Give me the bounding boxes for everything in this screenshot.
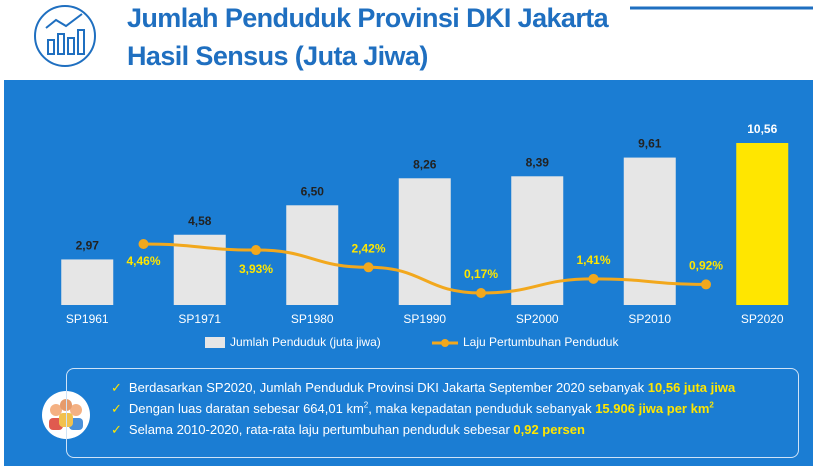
line (143, 242, 707, 295)
bar-label: 9,61 (638, 137, 662, 151)
check-icon: ✓ (111, 380, 122, 395)
line-label: 4,46% (126, 254, 160, 268)
icon (34, 5, 96, 67)
line-label: 2,42% (351, 241, 385, 255)
chart-subtitle: Hasil Sensus (Juta Jiwa) (127, 41, 428, 71)
x-tick-label: SP1980 (291, 312, 334, 326)
notes-box: ✓ Berdasarkan SP2020, Jumlah Penduduk Pro… (66, 368, 799, 458)
line-label: 3,93% (239, 262, 273, 276)
chart-title: Jumlah Penduduk Provinsi DKI Jakarta (127, 3, 610, 33)
note-highlight: 0,92 persen (513, 422, 585, 437)
note-highlight: 15.906 jiwa per km (595, 401, 710, 416)
note-text: Selama 2010-2020, rata-rata laju pertumb… (128, 422, 514, 437)
bar (61, 259, 114, 305)
bar-label: 10,56 (747, 122, 777, 136)
x-tick-label: SP2000 (516, 312, 559, 326)
bar-label: 8,26 (413, 157, 437, 171)
note-highlight: 2 (709, 400, 714, 410)
check-icon: ✓ (111, 401, 122, 416)
note-text: Berdasarkan SP2020, Jumlah Penduduk Prov… (128, 380, 648, 395)
bar-label: 2,97 (76, 239, 100, 253)
line-label: 0,92% (689, 259, 723, 273)
x-tick-label: SP2020 (741, 312, 784, 326)
bar-label: 6,50 (301, 184, 325, 198)
x-tick-label: SP1971 (178, 312, 221, 326)
bar-label: 4,58 (188, 214, 212, 228)
note-text: 2 (363, 400, 369, 410)
bar-label: 8,39 (526, 155, 550, 169)
line-point (251, 245, 261, 256)
bar (398, 178, 451, 305)
x-tick-label: SP2010 (628, 312, 671, 326)
line-point (138, 239, 149, 249)
line-point (701, 279, 711, 290)
line-point (588, 273, 599, 284)
check-icon: ✓ (111, 422, 122, 437)
legend-swatch (441, 339, 449, 347)
bar (511, 176, 564, 305)
x-tick-label: SP1961 (66, 312, 109, 326)
line-label: 0,17% (464, 267, 498, 281)
line-point (363, 262, 374, 273)
legend-label: Laju Pertumbuhan Penduduk (463, 335, 619, 349)
line-label: 1,41% (576, 253, 610, 267)
line-point (476, 288, 486, 298)
note-text: , maka kepadatan penduduk sebanyak (368, 401, 596, 416)
note-highlight: 10,56 juta jiwa (647, 380, 736, 395)
x-tick-label: SP1990 (403, 312, 446, 326)
note: ✓ Dengan luas daratan sebesar 664,01 km2,… (111, 398, 798, 419)
legend-label: Jumlah Penduduk (juta jiwa) (230, 335, 381, 349)
note: ✓ Selama 2010-2020, rata-rata laju pertum… (111, 419, 798, 440)
note: ✓ Berdasarkan SP2020, Jumlah Penduduk Pro… (111, 377, 798, 398)
legend-swatch (205, 337, 225, 348)
note-text: Dengan luas daratan sebesar 664,01 km (128, 401, 364, 416)
bar (736, 143, 789, 305)
